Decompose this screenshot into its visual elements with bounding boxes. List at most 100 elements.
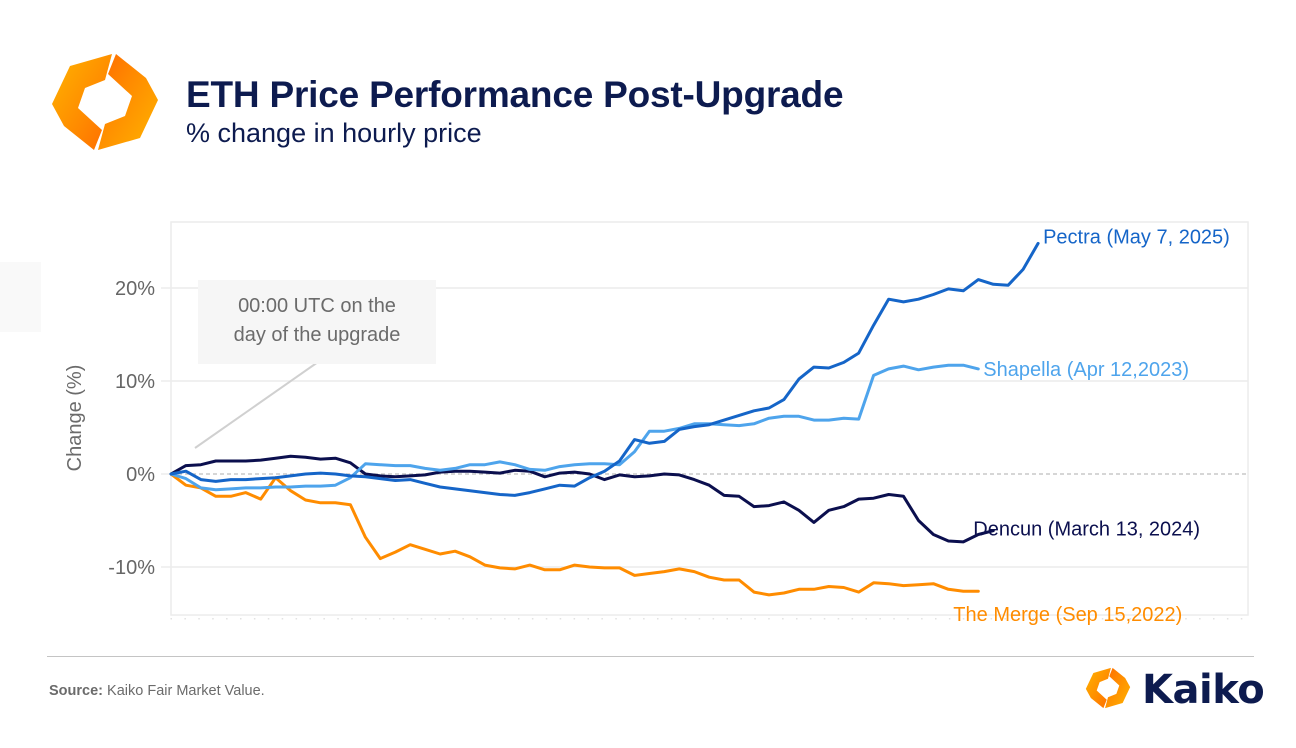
x-tick-mark: [559, 618, 562, 620]
x-tick-mark: [782, 618, 784, 620]
series-line-dencun: [169, 454, 995, 544]
plot-frame: [170, 221, 1249, 616]
x-tick-mark: [1101, 618, 1104, 620]
x-tick-mark: [518, 618, 520, 620]
x-tick-mark: [184, 618, 186, 620]
series-label-the: The Merge (Sep 15,2022): [953, 604, 1182, 626]
x-tick-mark: [295, 618, 298, 620]
x-tick-mark: [365, 618, 367, 620]
x-tick-mark: [768, 618, 770, 620]
x-tick-mark: [1240, 618, 1243, 620]
x-tick-mark: [309, 618, 311, 620]
x-tick-mark: [337, 618, 339, 620]
background-block: [0, 262, 41, 332]
x-tick-mark: [1074, 618, 1076, 620]
x-tick-mark: [851, 618, 854, 620]
series-label-shapella: Shapella (Apr 12,2023): [983, 359, 1189, 381]
x-tick-mark: [712, 618, 715, 620]
y-tick-label: 20%: [115, 278, 155, 300]
x-tick-mark: [1046, 618, 1048, 620]
x-tick-mark: [629, 618, 631, 620]
x-tick-mark: [907, 618, 909, 620]
source-note: Source: Kaiko Fair Market Value.: [49, 683, 265, 699]
y-tick-label: 0%: [126, 464, 155, 486]
x-tick-mark: [462, 618, 464, 620]
x-tick-mark: [1171, 618, 1173, 620]
series-line-pectra: [169, 241, 1040, 497]
annotation-text-line-1: 00:00 UTC on the: [238, 295, 396, 317]
x-tick-mark: [267, 618, 270, 620]
x-tick-mark: [1060, 618, 1062, 620]
x-tick-mark: [545, 618, 548, 620]
x-tick-mark: [809, 618, 812, 620]
y-axis-label: Change (%): [64, 365, 86, 472]
x-tick-mark: [406, 618, 409, 620]
annotation-box: [198, 280, 436, 364]
x-tick-mark: [823, 618, 826, 620]
x-tick-mark: [698, 618, 701, 620]
y-tick-label: 10%: [115, 371, 155, 393]
x-tick-mark: [198, 618, 200, 620]
footer-divider: [47, 656, 1254, 657]
x-tick-mark: [935, 618, 937, 620]
x-tick-mark: [990, 618, 993, 620]
x-tick-mark: [240, 618, 242, 620]
x-tick-mark: [1018, 618, 1020, 620]
x-tick-mark: [212, 618, 214, 620]
x-tick-mark: [1213, 618, 1215, 620]
x-tick-mark: [531, 618, 534, 620]
x-tick-mark: [392, 618, 395, 620]
x-tick-mark: [1185, 618, 1187, 620]
x-tick-mark: [754, 618, 756, 620]
x-tick-mark: [420, 618, 423, 620]
x-tick-mark: [921, 618, 923, 620]
x-tick-mark: [351, 618, 353, 620]
x-tick-mark: [684, 618, 687, 620]
y-tick-label: -10%: [108, 557, 155, 579]
kaiko-brand-icon: [1085, 667, 1131, 709]
x-tick-mark: [670, 618, 673, 620]
x-tick-mark: [657, 618, 659, 620]
x-tick-mark: [1157, 618, 1159, 620]
x-tick-mark: [1032, 618, 1034, 620]
kaiko-wordmark: Kaiko: [1142, 667, 1265, 713]
x-tick-mark: [226, 618, 228, 620]
x-tick-mark: [976, 618, 979, 620]
x-tick-mark: [573, 618, 576, 620]
x-tick-mark: [893, 618, 895, 620]
kaiko-logo-icon: [52, 54, 158, 150]
series-line-the: [169, 472, 980, 597]
x-tick-mark: [448, 618, 450, 620]
x-tick-mark: [504, 618, 506, 620]
annotation-leader-line: [194, 361, 319, 449]
chart-title: ETH Price Performance Post-Upgrade: [186, 74, 844, 115]
x-tick-mark: [726, 618, 728, 620]
x-tick-mark: [170, 618, 172, 620]
annotation-text-line-2: day of the upgrade: [234, 324, 401, 346]
x-tick-mark: [865, 618, 867, 620]
x-tick-mark: [879, 618, 881, 620]
series-line-shapella: [169, 363, 980, 492]
x-tick-mark: [601, 618, 603, 620]
x-tick-mark: [490, 618, 492, 620]
x-tick-mark: [837, 618, 840, 620]
x-tick-mark: [643, 618, 645, 620]
series-label-pectra: Pectra (May 7, 2025): [1043, 226, 1230, 248]
x-tick-mark: [1087, 618, 1090, 620]
x-tick-mark: [434, 618, 437, 620]
x-tick-mark: [1115, 618, 1118, 620]
x-tick-mark: [962, 618, 965, 620]
x-tick-mark: [615, 618, 617, 620]
x-tick-mark: [281, 618, 284, 620]
x-tick-mark: [323, 618, 325, 620]
x-tick-mark: [379, 618, 381, 620]
x-tick-mark: [587, 618, 589, 620]
x-tick-mark: [1129, 618, 1132, 620]
x-tick-mark: [1143, 618, 1145, 620]
source-text: Kaiko Fair Market Value.: [107, 683, 265, 699]
x-tick-mark: [253, 618, 256, 620]
x-tick-mark: [476, 618, 478, 620]
x-tick-mark: [1199, 618, 1201, 620]
series-label-dencun: Dencun (March 13, 2024): [973, 519, 1200, 541]
